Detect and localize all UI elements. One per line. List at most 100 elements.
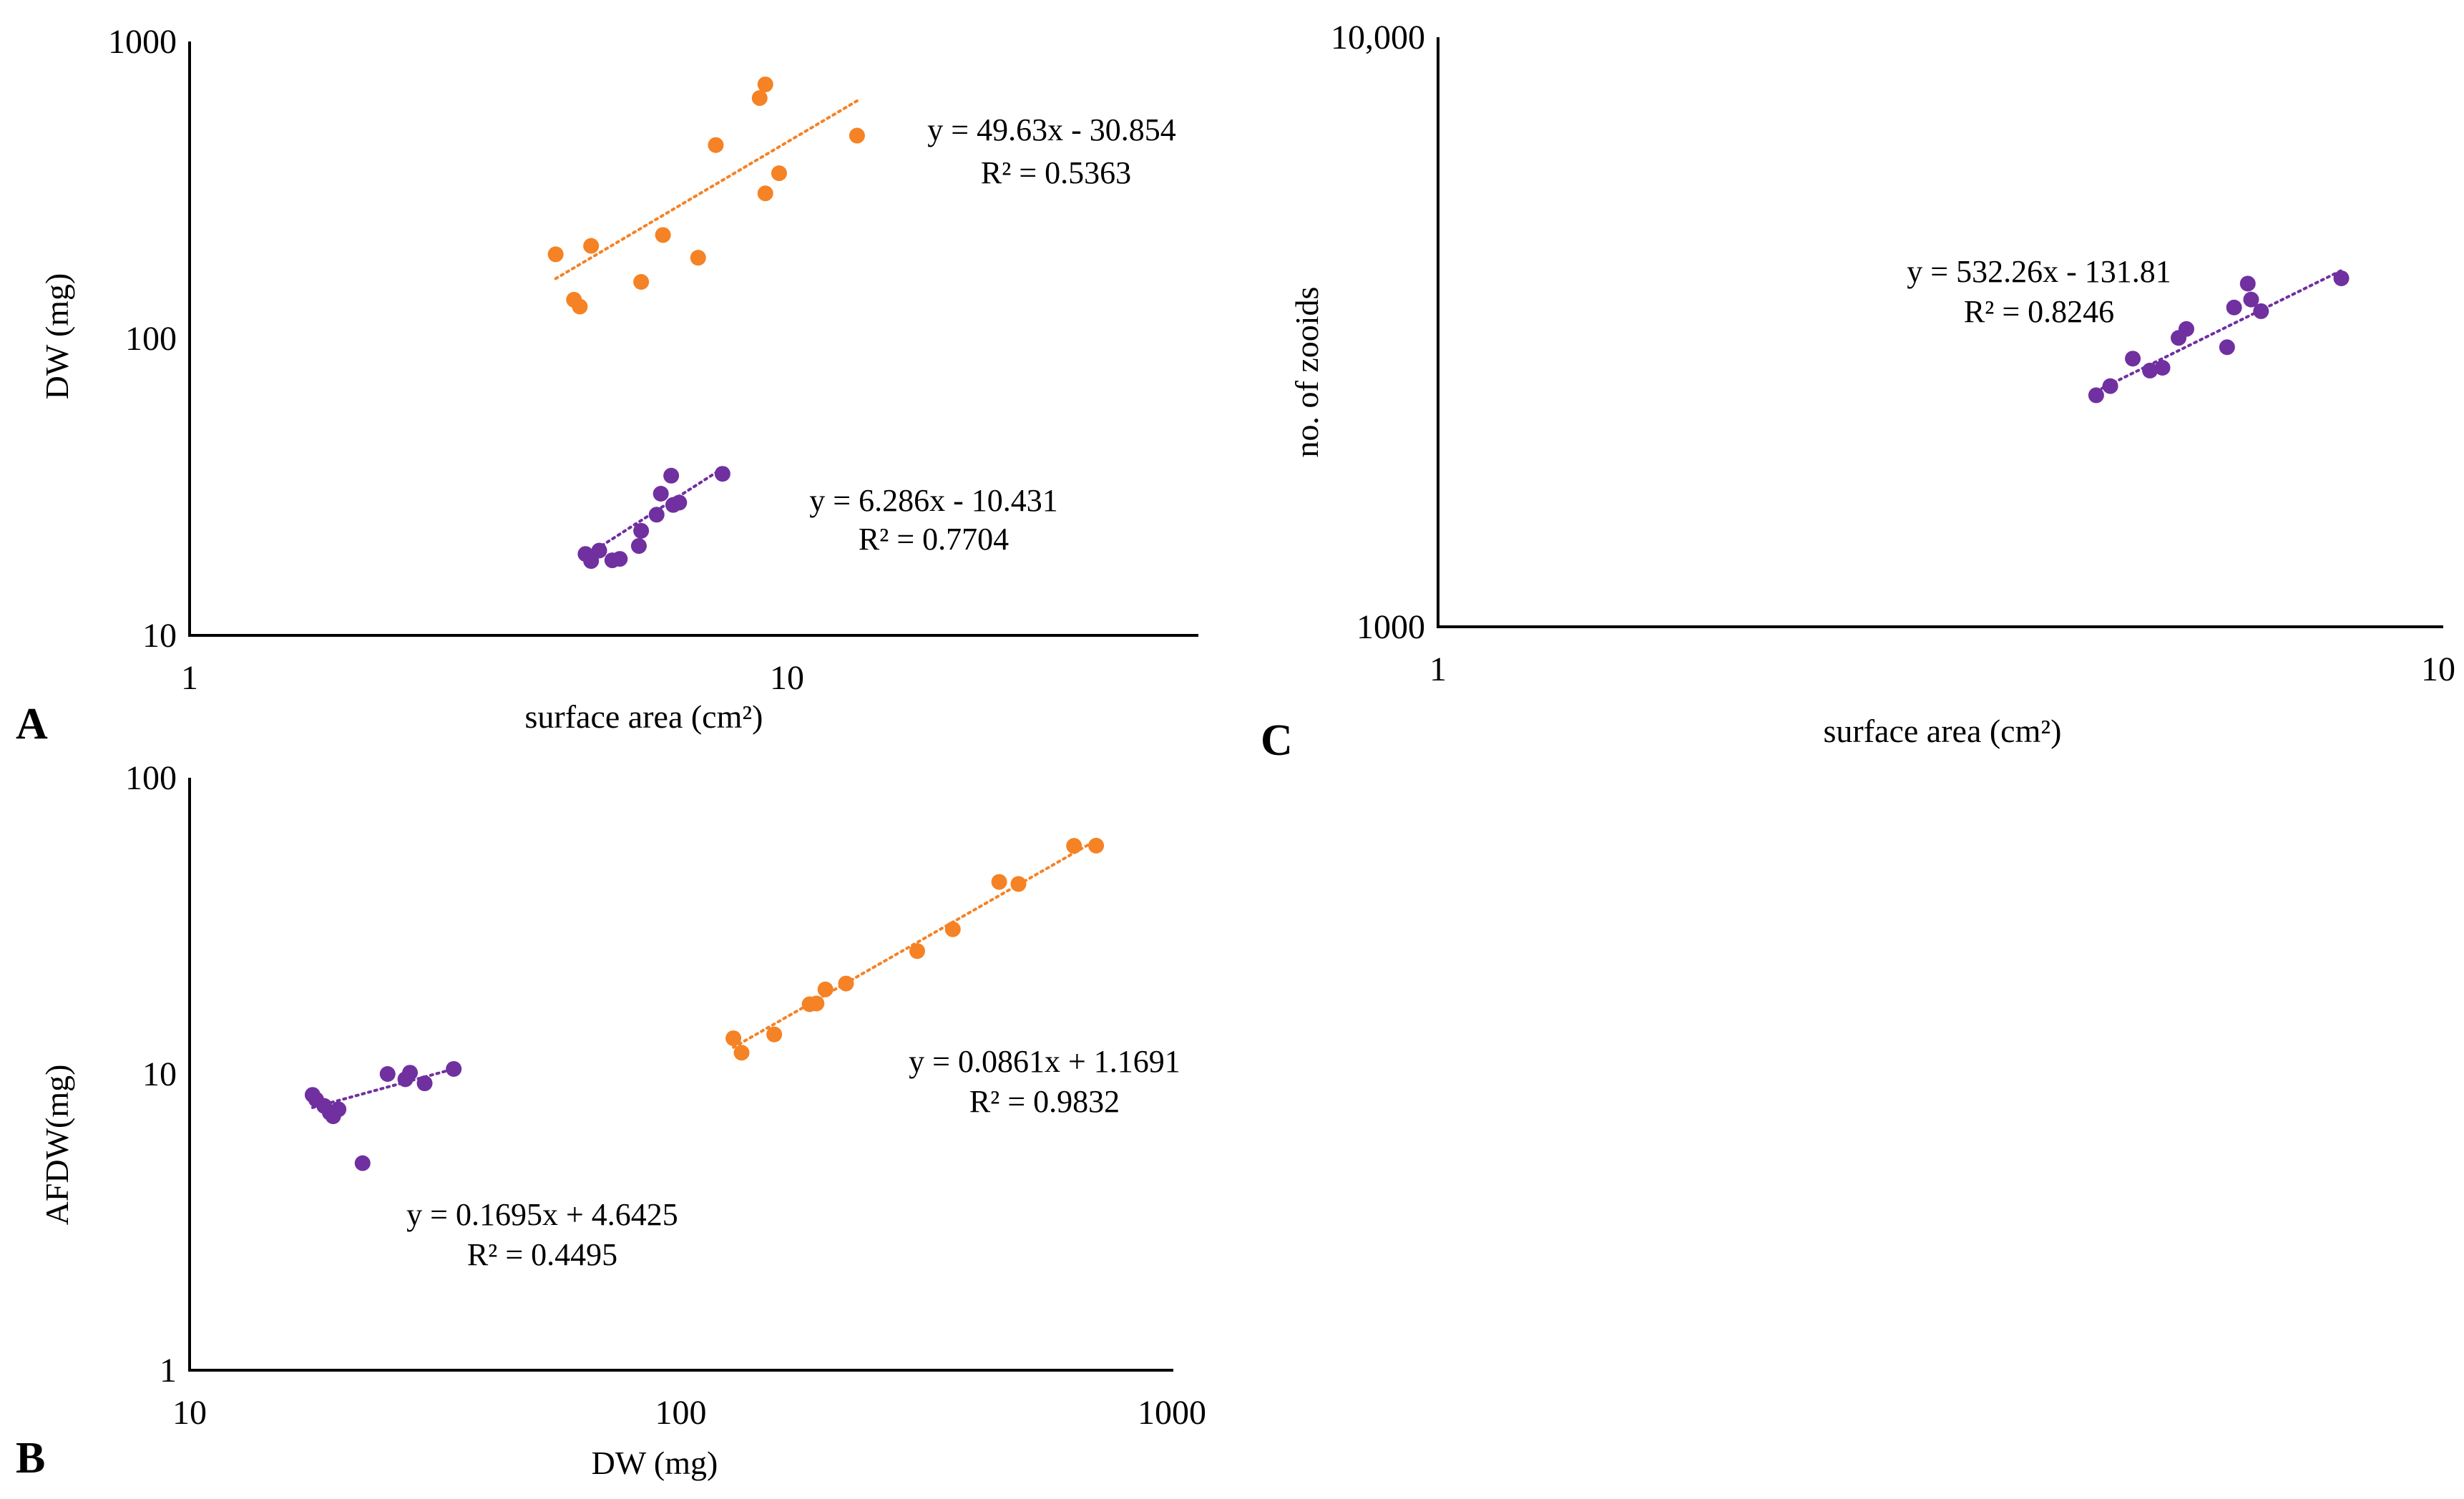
panel-a-purple-point xyxy=(591,542,607,559)
panel-a-purple-point xyxy=(652,485,669,502)
panel-a-orange-point xyxy=(757,76,773,92)
panel-b-purple-point xyxy=(379,1066,396,1082)
panel-b-purple-point xyxy=(416,1075,433,1092)
panel-b-chart: 10 100 1000 1 10 100 DW (mg) AFDW(mg) y = 0.0… xyxy=(16,759,1206,1483)
panel-b-x-tick-label: 100 xyxy=(655,1394,707,1432)
panel-b-y-tick-label: 100 xyxy=(125,759,177,797)
panel-b-purple-point xyxy=(446,1060,462,1077)
panel-b-orange-r2: R² = 0.9832 xyxy=(969,1084,1120,1119)
panel-a-purple-point xyxy=(648,507,665,523)
panel-c-axes xyxy=(1437,37,2443,628)
panel-c-x-tick-label: 10 xyxy=(2421,650,2455,688)
panel-a-marks xyxy=(547,76,865,570)
panel-c-purple-point xyxy=(2088,387,2104,404)
panel-a-orange-point xyxy=(771,165,787,182)
panel-a-purple-r2: R² = 0.7704 xyxy=(859,522,1009,557)
panel-a-label: A xyxy=(16,700,48,748)
panel-a-purple-point xyxy=(630,538,647,555)
panel-b-orange-point xyxy=(725,1030,742,1047)
panel-b-orange-point xyxy=(838,975,854,992)
panel-a-orange-point xyxy=(849,127,865,144)
panel-a-orange-equation: y = 49.63x - 30.854 xyxy=(927,112,1175,147)
panel-a-orange-point xyxy=(572,298,588,315)
panel-a-orange-point xyxy=(655,227,671,243)
panel-a-purple-point xyxy=(663,467,680,484)
panel-a-purple-point xyxy=(671,494,688,511)
panel-a-orange-point xyxy=(583,238,600,254)
panel-c-y-tick-label: 10,000 xyxy=(1331,19,1425,57)
panel-b-purple-trendline xyxy=(311,1067,456,1109)
panel-b-orange-equation: y = 0.0861x + 1.1691 xyxy=(909,1044,1180,1079)
panel-b-orange-point xyxy=(817,981,833,997)
panel-c-y-tick-label: 1000 xyxy=(1356,608,1425,646)
panel-a-y-tick-label: 100 xyxy=(125,320,177,358)
panel-b-y-axis-label: AFDW(mg) xyxy=(39,1065,75,1226)
panel-c-purple-point xyxy=(2142,362,2159,379)
panel-a-x-tick-label: 10 xyxy=(770,659,804,697)
panel-c-purple-equation: y = 532.26x - 131.81 xyxy=(1907,254,2171,289)
panel-b-orange-point xyxy=(1088,837,1105,854)
panel-b-purple-r2: R² = 0.4495 xyxy=(467,1237,617,1272)
panel-c-chart: 1 10 1000 10,000 surface area (cm²) no. of … xyxy=(1261,19,2455,765)
panel-b-label: B xyxy=(16,1434,45,1483)
panel-b-orange-point xyxy=(733,1045,750,1061)
panel-b-x-tick-label: 10 xyxy=(172,1394,207,1432)
panel-b-orange-point xyxy=(1066,838,1082,854)
panel-c-label: C xyxy=(1261,716,1293,765)
panel-c-purple-point xyxy=(2154,359,2171,376)
panel-c-purple-point xyxy=(2333,270,2350,286)
panel-a-x-axis-label: surface area (cm²) xyxy=(525,698,763,735)
panel-b-y-tick-label: 10 xyxy=(142,1055,177,1093)
panel-b-orange-point xyxy=(909,943,926,960)
panel-c-purple-point xyxy=(2125,351,2141,367)
panel-a-purple-point xyxy=(633,522,650,539)
panel-a-orange-point xyxy=(547,246,564,263)
panel-a-x-tick-label: 1 xyxy=(181,659,198,697)
panel-b-x-axis-label: DW (mg) xyxy=(592,1445,718,1481)
panel-c-purple-r2: R² = 0.8246 xyxy=(1964,294,2114,329)
panel-a-purple-point xyxy=(612,551,628,567)
panel-a-purple-equation: y = 6.286x - 10.431 xyxy=(809,483,1057,518)
panel-b-purple-point xyxy=(331,1101,347,1118)
panel-a-y-axis-label: DW (mg) xyxy=(39,273,75,400)
panel-a-orange-point xyxy=(690,250,706,266)
panel-b-x-tick-label: 1000 xyxy=(1138,1394,1206,1432)
panel-a-orange-r2: R² = 0.5363 xyxy=(981,155,1131,190)
panel-c-purple-point xyxy=(2219,339,2235,356)
panel-b-purple-point xyxy=(354,1155,371,1171)
panel-b-axes xyxy=(188,778,1173,1372)
panel-b-orange-point xyxy=(944,921,961,937)
panel-a-axes xyxy=(188,41,1198,637)
panel-a-orange-point xyxy=(757,185,773,202)
panel-b-purple-point xyxy=(402,1065,419,1081)
panel-c-purple-trendline xyxy=(2094,269,2343,393)
panel-b-orange-point xyxy=(766,1026,783,1043)
panel-b-orange-point xyxy=(808,995,825,1012)
panel-c-purple-point xyxy=(2178,321,2194,337)
panel-c-purple-point xyxy=(2226,299,2242,316)
panel-c-purple-point xyxy=(2239,275,2256,292)
panel-a-y-tick-label: 1000 xyxy=(108,23,177,61)
panel-b-y-tick-label: 1 xyxy=(160,1352,177,1390)
panel-a-orange-point xyxy=(633,274,650,290)
panel-c-y-axis-label: no. of zooids xyxy=(1289,287,1325,458)
panel-a-orange-trendline xyxy=(554,99,859,280)
panel-b-purple-equation: y = 0.1695x + 4.6425 xyxy=(406,1197,678,1232)
panel-b-tick-labels: 10 100 1000 1 10 100 xyxy=(125,759,1206,1432)
panel-a-y-tick-label: 10 xyxy=(142,617,177,655)
panel-c-x-axis-label: surface area (cm²) xyxy=(1824,713,2062,749)
panel-c-purple-point xyxy=(2102,378,2118,394)
panel-a-purple-point xyxy=(714,466,730,482)
panel-a-purple-trendline xyxy=(584,467,724,558)
panel-b-marks xyxy=(304,837,1105,1171)
panel-b-orange-point xyxy=(1010,876,1027,892)
panel-c-x-tick-label: 1 xyxy=(1429,650,1447,688)
panel-a-orange-point xyxy=(751,90,768,107)
panel-c-purple-point xyxy=(2253,303,2269,319)
panel-c-purple-point xyxy=(2243,291,2259,308)
panel-c-tick-labels: 1 10 1000 10,000 xyxy=(1331,19,2455,688)
